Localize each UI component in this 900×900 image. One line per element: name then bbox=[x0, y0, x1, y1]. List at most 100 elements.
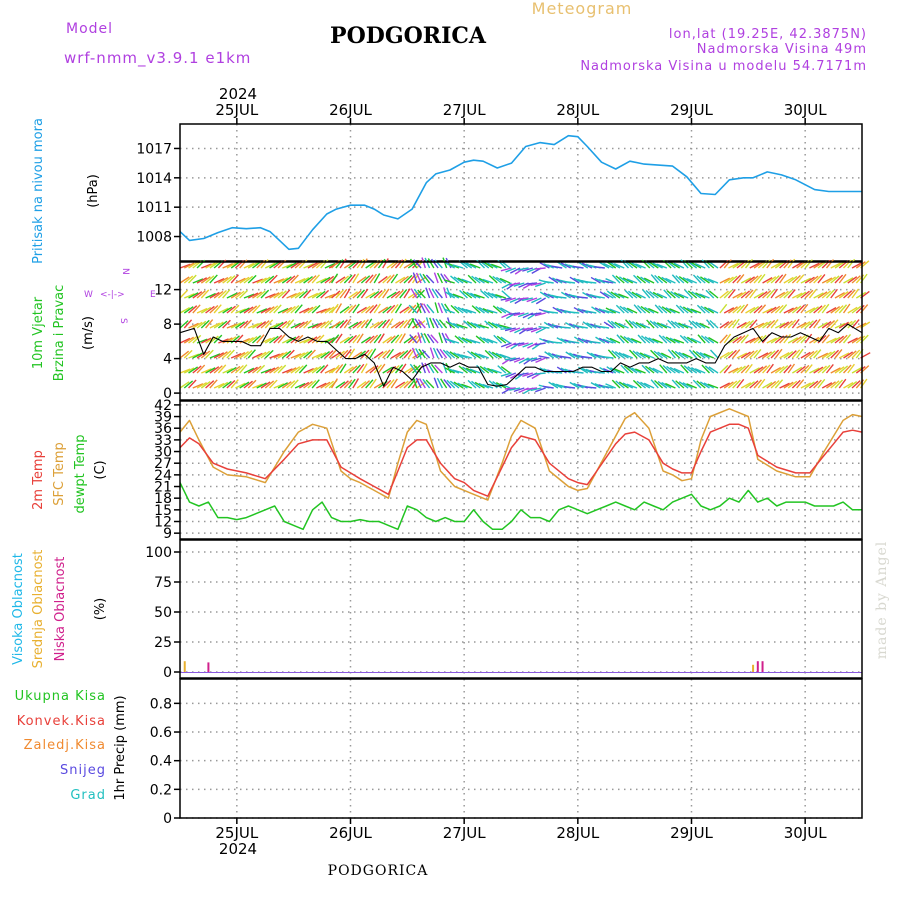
wind-barb bbox=[298, 290, 308, 299]
wind-barb bbox=[486, 338, 498, 344]
cloud-panel: 0 25 50 75 100 bbox=[145, 539, 863, 681]
wind-barb bbox=[281, 350, 292, 359]
wind-barb bbox=[303, 306, 314, 314]
wind-barb bbox=[183, 262, 195, 269]
wind-barb bbox=[390, 378, 398, 389]
wind-barb bbox=[783, 320, 793, 329]
wind-axis-title: 10m Vjetar bbox=[31, 296, 46, 369]
wind-barb bbox=[581, 355, 593, 359]
wind-barb bbox=[454, 335, 464, 344]
wind-barb bbox=[538, 355, 550, 359]
wind-barb bbox=[209, 322, 221, 329]
wind-barb bbox=[723, 276, 734, 284]
wind-barb bbox=[331, 320, 341, 329]
cloud-ytick-label: 50 bbox=[154, 605, 172, 621]
wind-barb bbox=[243, 319, 253, 329]
wind-barb bbox=[744, 259, 753, 269]
wind-barb bbox=[390, 334, 400, 344]
wind-barb bbox=[269, 322, 280, 329]
wind-barb bbox=[707, 383, 719, 389]
wind-barb bbox=[419, 273, 426, 284]
pressure-ytick-label: 1011 bbox=[136, 200, 172, 216]
wind-barb bbox=[825, 363, 834, 374]
wind-barb bbox=[488, 380, 498, 389]
wind-barb bbox=[770, 319, 779, 329]
wind-barb bbox=[286, 349, 295, 359]
wind-barb bbox=[821, 382, 833, 389]
wind-barb bbox=[410, 288, 418, 299]
wind-barb bbox=[264, 367, 276, 374]
wind-barb bbox=[745, 306, 756, 314]
wind-barb bbox=[247, 323, 259, 329]
wind-barb bbox=[466, 321, 477, 329]
wind-barb bbox=[456, 323, 468, 329]
wind-barb bbox=[499, 277, 511, 284]
wind-barb bbox=[438, 319, 448, 329]
wind-barb bbox=[631, 291, 642, 299]
wind-barb bbox=[817, 321, 828, 329]
wind-barb bbox=[277, 364, 287, 374]
wind-barb bbox=[467, 350, 477, 359]
wind-barb bbox=[298, 364, 308, 374]
wind-barb bbox=[465, 308, 477, 314]
wind-barb bbox=[273, 278, 285, 284]
legend-conv-precip: Konvek.Kisa bbox=[17, 714, 106, 729]
wind-barb bbox=[437, 302, 444, 314]
wind-barb bbox=[454, 305, 464, 314]
wind-barb bbox=[740, 277, 752, 284]
wind-barb bbox=[243, 336, 254, 344]
wind-barb bbox=[637, 304, 647, 314]
wind-barb bbox=[770, 262, 782, 269]
wind-barb bbox=[671, 379, 681, 389]
wind-barb bbox=[461, 337, 473, 344]
wind-barb bbox=[681, 323, 693, 329]
wind-barb bbox=[607, 349, 617, 359]
wind-barb bbox=[303, 276, 313, 284]
wind-barb bbox=[851, 319, 860, 329]
wind-barb bbox=[286, 380, 296, 389]
wind-barb bbox=[286, 367, 297, 374]
wind-barb bbox=[209, 304, 219, 314]
dewpt-axis-title: dewpt Temp bbox=[73, 434, 88, 513]
wind-barb bbox=[469, 368, 481, 374]
temp-ytick-label: 36 bbox=[154, 421, 172, 437]
wind-barb bbox=[399, 333, 406, 344]
wind-barb bbox=[478, 306, 490, 314]
wind-barb bbox=[700, 305, 710, 314]
wind-barb bbox=[808, 319, 818, 329]
wind-barb bbox=[439, 348, 448, 359]
wind-barb bbox=[749, 380, 759, 389]
wind-barb bbox=[348, 365, 358, 374]
wind-barb bbox=[838, 352, 850, 359]
wind-barb bbox=[573, 277, 584, 284]
wind-barb bbox=[264, 262, 276, 269]
legend-hail: Grad bbox=[70, 788, 106, 803]
wind-barb bbox=[610, 291, 621, 299]
wind-barb bbox=[813, 379, 822, 389]
wind-barb bbox=[183, 367, 195, 374]
wind-barb bbox=[572, 265, 584, 269]
wind-barb bbox=[369, 365, 379, 374]
wind-barb bbox=[452, 322, 464, 329]
wind-barb bbox=[200, 319, 210, 329]
wind-barb bbox=[243, 293, 255, 299]
wind-barb bbox=[281, 289, 291, 299]
wind-barb bbox=[539, 291, 550, 299]
wind-barb bbox=[303, 263, 315, 269]
wind-barb bbox=[226, 275, 236, 284]
wind-barb bbox=[218, 307, 229, 314]
wind-barb bbox=[796, 365, 806, 374]
wind-ytick-label: 8 bbox=[163, 317, 172, 333]
wind-barb bbox=[264, 293, 276, 299]
wind-barb bbox=[496, 335, 507, 344]
wind-barb bbox=[226, 305, 236, 314]
wind-barb bbox=[179, 307, 190, 314]
wind-barb bbox=[594, 307, 606, 314]
wind-barb bbox=[479, 336, 490, 344]
wind-barb bbox=[847, 380, 858, 389]
wind-barb bbox=[324, 350, 334, 359]
wind-barb bbox=[474, 381, 485, 389]
wind-barb bbox=[409, 363, 418, 374]
wind-barb bbox=[386, 318, 394, 329]
cloud-frame bbox=[179, 539, 863, 679]
